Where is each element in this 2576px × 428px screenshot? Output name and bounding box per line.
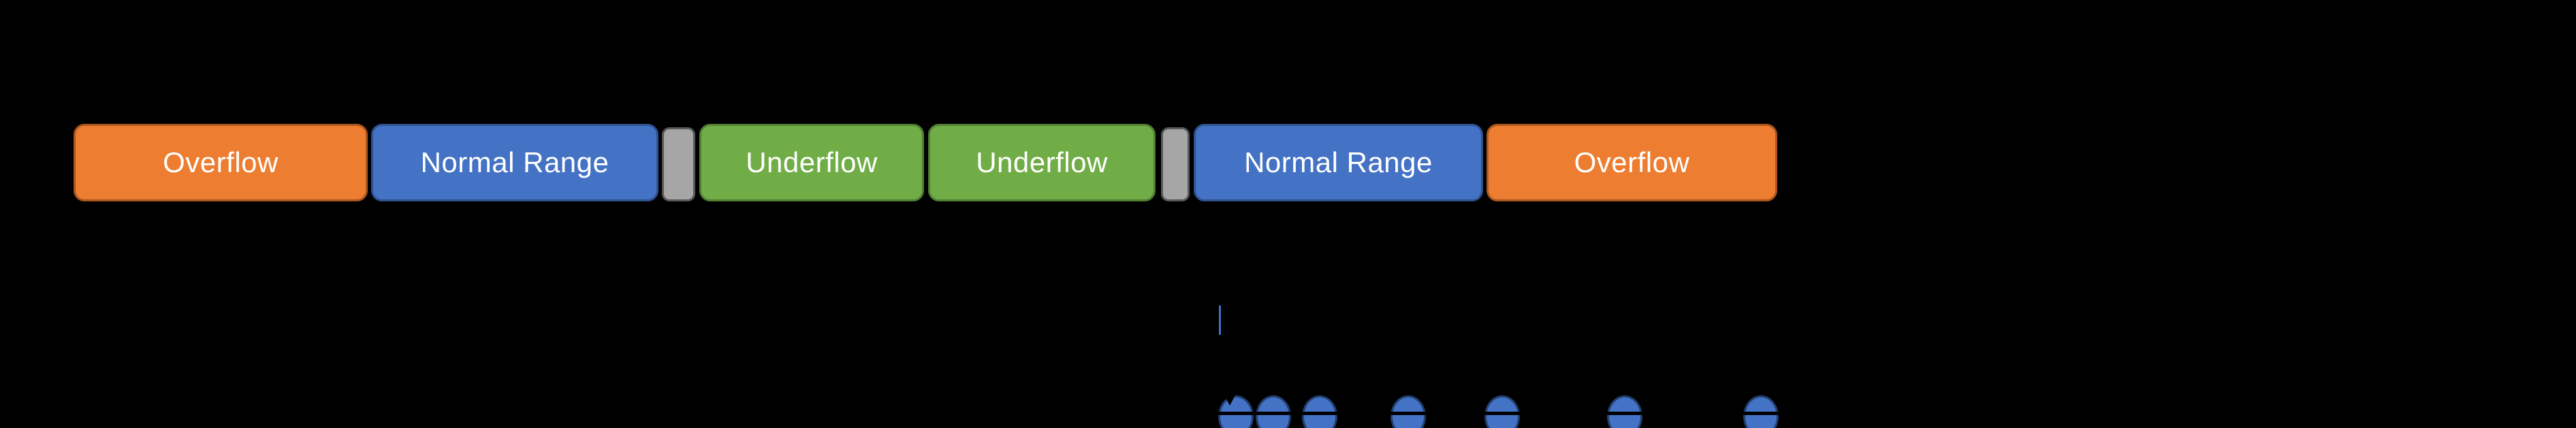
range-segment-overflow: Overflow bbox=[1486, 124, 1777, 201]
range-segment-normal: Normal Range bbox=[371, 124, 658, 201]
arrow-tip-notch bbox=[1224, 394, 1236, 406]
range-segment-label: Normal Range bbox=[1244, 146, 1433, 178]
range-segment-normal: Normal Range bbox=[1194, 124, 1483, 201]
number-line-tick-marker bbox=[1219, 306, 1221, 335]
number-line-axis bbox=[1212, 412, 1781, 415]
range-divider bbox=[662, 127, 695, 201]
range-segment-overflow: Overflow bbox=[74, 124, 368, 201]
range-segment-underflow: Underflow bbox=[699, 124, 924, 201]
range-divider bbox=[1161, 127, 1190, 201]
range-segment-label: Overflow bbox=[163, 146, 279, 178]
range-bar: Overflow Normal Range Underflow Underflow No… bbox=[0, 124, 2576, 201]
range-segment-label: Underflow bbox=[746, 146, 878, 178]
range-segment-label: Normal Range bbox=[420, 146, 609, 178]
range-segment-label: Underflow bbox=[976, 146, 1108, 178]
range-segment-label: Overflow bbox=[1574, 146, 1690, 178]
range-segment-underflow: Underflow bbox=[928, 124, 1156, 201]
